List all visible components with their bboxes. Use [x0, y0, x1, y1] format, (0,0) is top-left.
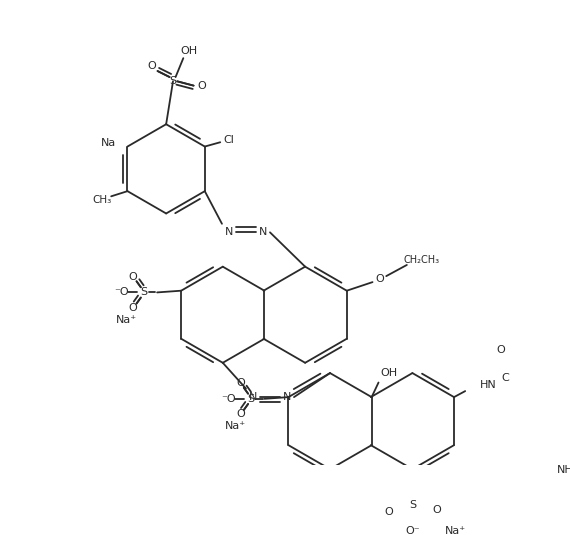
- Text: N: N: [259, 227, 267, 238]
- Text: Cl: Cl: [223, 135, 234, 144]
- Text: S: S: [409, 500, 416, 510]
- Text: N: N: [249, 392, 257, 402]
- Text: Na: Na: [101, 138, 116, 148]
- Text: OH: OH: [380, 368, 397, 378]
- Text: O: O: [197, 81, 206, 90]
- Text: N: N: [283, 392, 291, 402]
- Text: OH: OH: [180, 47, 197, 56]
- Text: S: S: [140, 287, 147, 297]
- Text: O: O: [236, 378, 245, 388]
- Text: CH₃: CH₃: [92, 195, 111, 205]
- Text: O: O: [432, 506, 441, 515]
- Text: O: O: [129, 272, 137, 282]
- Text: O⁻: O⁻: [405, 526, 420, 535]
- Text: N: N: [225, 227, 233, 238]
- Text: O: O: [384, 507, 393, 517]
- Text: Na⁺: Na⁺: [225, 421, 246, 431]
- Text: HN: HN: [480, 380, 496, 390]
- Text: NH₂: NH₂: [557, 465, 570, 475]
- Text: Na⁺: Na⁺: [116, 315, 137, 325]
- Text: O: O: [147, 61, 156, 71]
- Text: S: S: [247, 394, 254, 404]
- Text: C: C: [502, 373, 510, 383]
- Text: Na⁺: Na⁺: [445, 526, 466, 535]
- Text: O: O: [129, 303, 137, 313]
- Text: O: O: [497, 345, 506, 355]
- Text: ⁻O: ⁻O: [221, 394, 235, 404]
- Text: S: S: [169, 77, 177, 86]
- Text: CH₂CH₃: CH₂CH₃: [404, 255, 439, 265]
- Text: ⁻O: ⁻O: [114, 287, 128, 297]
- Text: O: O: [375, 274, 384, 284]
- Text: O: O: [236, 409, 245, 419]
